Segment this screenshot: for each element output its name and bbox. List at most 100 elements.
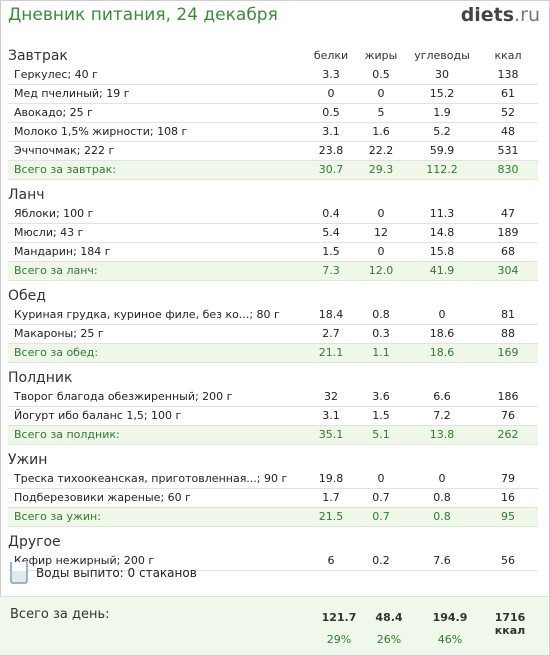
protein-cell: 3.3 (322, 68, 340, 81)
kcal-cell: 56 (501, 554, 515, 567)
food-row[interactable]: Подберезовики жареные; 60 г 1.7 0.7 0.8 16 (8, 489, 538, 508)
col-carbs: углеводы (414, 49, 470, 62)
food-name: Мюсли; 43 г (14, 226, 84, 239)
site-logo[interactable]: diets.ru (461, 4, 540, 26)
meal-title: Другое (8, 534, 61, 550)
food-name: Куриная грудка, куриное филе, без ко...;… (14, 308, 280, 321)
meal-section: Другое Кефир нежирный; 200 г 6 0.2 7.6 56 (8, 532, 538, 571)
carbs-cell: 13.8 (429, 428, 455, 441)
kcal-cell: 95 (501, 510, 515, 523)
day-fat-pct: 26% (376, 633, 402, 646)
carbs-cell: 41.9 (429, 264, 455, 277)
kcal-cell: 48 (501, 125, 515, 138)
food-row[interactable]: Мед пчелиный; 19 г 0 0 15.2 61 (8, 85, 538, 104)
meal-section: Обед Куриная грудка, куриное филе, без ко… (8, 286, 538, 363)
carbs-cell: 5.2 (433, 125, 451, 138)
day-carbs: 194.9 (432, 611, 468, 624)
fat-cell: 22.2 (368, 144, 394, 157)
food-row[interactable]: Яблоки; 100 г 0.4 0 11.3 47 (8, 205, 538, 224)
meal-total-row: Всего за ланч: 7.3 12.0 41.9 304 (8, 262, 538, 281)
food-name: Всего за ужин: (14, 510, 101, 523)
food-row[interactable]: Куриная грудка, куриное филе, без ко...;… (8, 306, 538, 325)
fat-cell: 0 (377, 207, 385, 220)
water-tracker: Воды выпито: 0 стаканов (10, 562, 197, 584)
food-name: Всего за завтрак: (14, 163, 117, 176)
protein-cell: 0 (327, 87, 335, 100)
fat-cell: 3.6 (372, 390, 390, 403)
food-row[interactable]: Авокадо; 25 г 0.5 5 1.9 52 (8, 104, 538, 123)
water-glass-icon[interactable] (10, 562, 28, 584)
carbs-cell: 6.6 (433, 390, 451, 403)
meal-title: Обед (8, 288, 46, 304)
meal-total-row: Всего за завтрак: 30.7 29.3 112.2 830 (8, 161, 538, 180)
kcal-cell: 531 (497, 144, 519, 157)
kcal-cell: 304 (497, 264, 519, 277)
food-name: Всего за полдник: (14, 428, 120, 441)
kcal-cell: 79 (501, 472, 515, 485)
kcal-cell: 262 (497, 428, 519, 441)
food-row[interactable]: Молоко 1,5% жирности; 108 г 3.1 1.6 5.2 48 (8, 123, 538, 142)
day-protein: 121.7 (321, 611, 357, 624)
day-total-box: Всего за день: 121.7 48.4 194.9 1716 кка… (0, 596, 548, 655)
food-row[interactable]: Эччпочмак; 222 г 23.8 22.2 59.9 531 (8, 142, 538, 161)
protein-cell: 21.1 (318, 346, 344, 359)
meal-total-row: Всего за ужин: 21.5 0.7 0.8 95 (8, 508, 538, 527)
fat-cell: 1.5 (372, 409, 390, 422)
kcal-cell: 830 (497, 163, 519, 176)
carbs-cell: 15.2 (429, 87, 455, 100)
day-kcal: 1716 ккал (494, 611, 526, 637)
food-row[interactable]: Творог благода обезжиренный; 200 г 32 3.6 6… (8, 388, 538, 407)
food-row[interactable]: Треска тихоокеанская, приготовленная...;… (8, 470, 538, 489)
fat-cell: 0.5 (372, 68, 390, 81)
food-name: Всего за ланч: (14, 264, 98, 277)
fat-cell: 0 (377, 87, 385, 100)
protein-cell: 1.7 (322, 491, 340, 504)
fat-cell: 0.3 (372, 327, 390, 340)
meal-title: Завтрак (8, 48, 68, 64)
day-carbs-pct: 46% (437, 633, 463, 646)
meal-section: Завтрак Геркулес; 40 г 3.3 0.5 30 138 Мед пчел… (8, 46, 538, 180)
fat-cell: 0.7 (372, 491, 390, 504)
meal-total-row: Всего за полдник: 35.1 5.1 13.8 262 (8, 426, 538, 445)
protein-cell: 35.1 (318, 428, 344, 441)
food-name: Эччпочмак; 222 г (14, 144, 115, 157)
carbs-cell: 59.9 (429, 144, 455, 157)
col-fat: жиры (364, 49, 398, 62)
logo-suffix: .ru (514, 4, 540, 26)
meal-title: Ужин (8, 452, 48, 468)
protein-cell: 32 (324, 390, 338, 403)
food-row[interactable]: Геркулес; 40 г 3.3 0.5 30 138 (8, 66, 538, 85)
fat-cell: 0 (377, 472, 385, 485)
meal-title: Ланч (8, 187, 45, 203)
kcal-cell: 189 (497, 226, 519, 239)
col-kcal: ккал (494, 49, 522, 62)
kcal-cell: 61 (501, 87, 515, 100)
meal-title: Полдник (8, 370, 73, 386)
food-name: Творог благода обезжиренный; 200 г (14, 390, 233, 403)
food-name: Геркулес; 40 г (14, 68, 98, 81)
carbs-cell: 18.6 (429, 346, 455, 359)
meal-sections: Завтрак Геркулес; 40 г 3.3 0.5 30 138 Мед пчел… (8, 46, 538, 571)
food-name: Мандарин; 184 г (14, 245, 111, 258)
food-row[interactable]: Мюсли; 43 г 5.4 12 14.8 189 (8, 224, 538, 243)
fat-cell: 1.6 (372, 125, 390, 138)
kcal-cell: 52 (501, 106, 515, 119)
food-row[interactable]: Макароны; 25 г 2.7 0.3 18.6 88 (8, 325, 538, 344)
fat-cell: 12 (374, 226, 388, 239)
fat-cell: 5 (377, 106, 385, 119)
meal-total-row: Всего за обед: 21.1 1.1 18.6 169 (8, 344, 538, 363)
kcal-cell: 186 (497, 390, 519, 403)
food-row[interactable]: Кефир нежирный; 200 г 6 0.2 7.6 56 (8, 552, 538, 571)
carbs-cell: 1.9 (433, 106, 451, 119)
kcal-cell: 138 (497, 68, 519, 81)
meal-section: Ужин Треска тихоокеанская, приготовленная… (8, 450, 538, 527)
protein-cell: 19.8 (318, 472, 344, 485)
kcal-cell: 76 (501, 409, 515, 422)
day-total-label: Всего за день: (10, 607, 110, 622)
carbs-cell: 0.8 (433, 491, 451, 504)
meal-section: Ланч Яблоки; 100 г 0.4 0 11.3 47 Мюсли; 43 г 5.… (8, 185, 538, 281)
fat-cell: 12.0 (368, 264, 394, 277)
food-row[interactable]: Йогурт ибо баланс 1,5; 100 г 3.1 1.5 7.2 76 (8, 407, 538, 426)
carbs-cell: 15.8 (429, 245, 455, 258)
food-row[interactable]: Мандарин; 184 г 1.5 0 15.8 68 (8, 243, 538, 262)
